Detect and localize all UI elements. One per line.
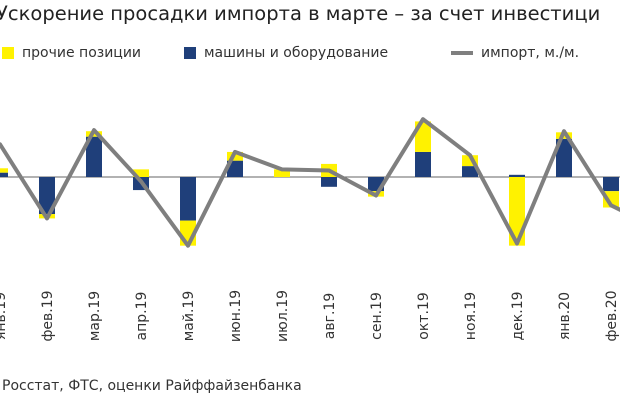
bar-machinery-1 [39, 177, 55, 215]
x-tick-label-8: сен.19 [369, 292, 385, 340]
bar-other-3 [133, 169, 149, 177]
imports-point-0 [0, 142, 2, 147]
imports-point-9 [421, 117, 425, 122]
x-tick-label-0: янв.19 [0, 292, 9, 340]
bar-other-10 [462, 155, 478, 167]
legend-swatch-other [2, 47, 14, 59]
imports-point-6 [280, 167, 284, 172]
imports-point-13 [609, 203, 613, 208]
imports-point-2 [92, 128, 96, 132]
x-tick-label-3: апр.19 [134, 292, 150, 341]
x-tick-label-2: мар.19 [87, 291, 103, 341]
legend-item-machinery: машины и оборудование [184, 44, 388, 62]
x-tick-label-5: июн.19 [228, 290, 244, 342]
imports-point-7 [327, 168, 331, 173]
bar-other-6 [274, 169, 290, 177]
bar-machinery-12 [556, 138, 572, 177]
legend-label-other: прочие позиции [22, 45, 142, 61]
imports-point-4 [186, 243, 190, 248]
imports-point-1 [45, 216, 49, 221]
bar-machinery-4 [180, 177, 196, 221]
imports-point-5 [233, 150, 237, 154]
x-tick-label-9: окт.19 [416, 292, 432, 339]
bar-machinery-5 [227, 160, 243, 177]
bar-machinery-7 [321, 177, 337, 187]
bar-machinery-13 [603, 177, 619, 192]
imports-point-11 [515, 241, 519, 246]
imports-point-12 [562, 129, 566, 134]
x-tick-label-11: дек.19 [510, 291, 526, 340]
bar-machinery-0 [0, 172, 8, 177]
chart-title: Ускорение просадки импорта в марте – за … [0, 2, 601, 25]
legend-label-machinery: машины и оборудование [204, 45, 389, 61]
bar-other-0 [0, 168, 8, 173]
legend-item-imports: импорт, м./м. [451, 44, 579, 62]
x-tick-label-13: фев.20 [604, 290, 620, 341]
bar-other-11 [509, 177, 525, 246]
legend-swatch-machinery [184, 47, 196, 59]
x-tick-label-1: фев.19 [40, 290, 56, 341]
x-tick-label-12: янв.20 [557, 292, 573, 340]
bar-machinery-10 [462, 166, 478, 177]
legend-label-imports: импорт, м./м. [481, 45, 580, 61]
legend-swatch-imports [451, 51, 473, 55]
bar-machinery-11 [509, 174, 525, 177]
x-tick-label-10: ноя.19 [463, 292, 479, 340]
x-tick-label-6: июл.19 [275, 290, 291, 342]
imports-point-10 [468, 153, 472, 157]
imports-point-8 [374, 193, 378, 198]
bar-machinery-2 [86, 136, 102, 177]
bar-machinery-9 [415, 151, 431, 177]
x-tick-label-7: авг.19 [322, 293, 338, 339]
x-tick-label-4: май.19 [181, 291, 197, 342]
source-note: Росстат, ФТС, оценки Райффайзенбанка [2, 378, 302, 394]
legend-item-other: прочие позиции [2, 44, 141, 62]
imports-point-3 [139, 179, 143, 184]
bar-other-13 [603, 191, 619, 208]
